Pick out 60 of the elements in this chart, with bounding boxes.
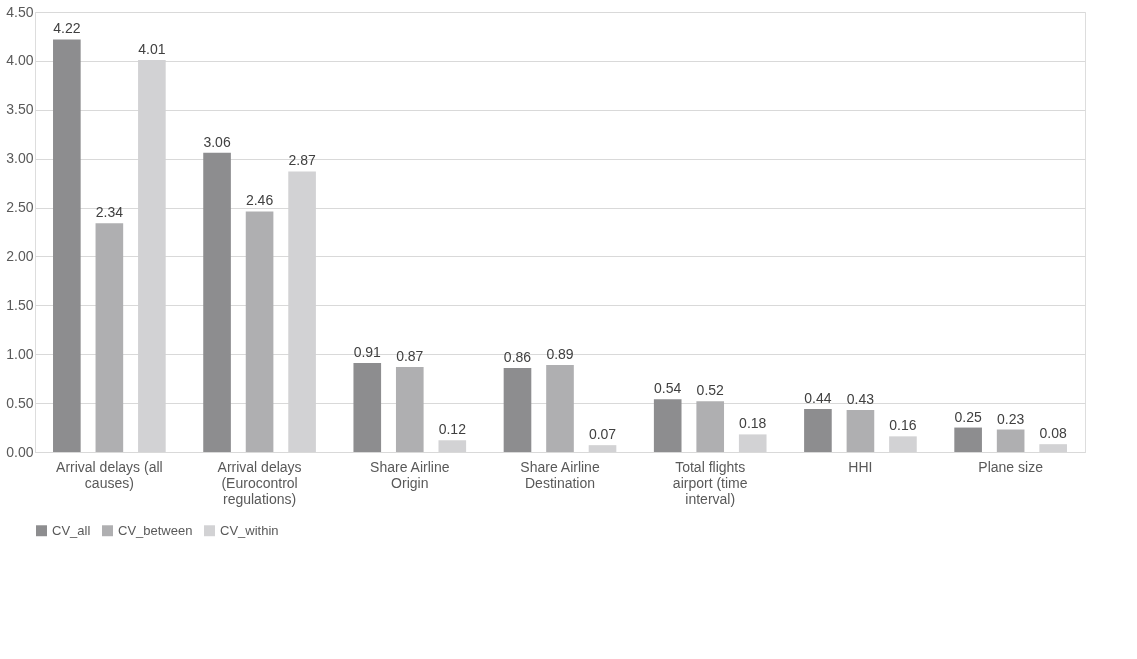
- data-label: 0.87: [396, 347, 424, 364]
- bar: [954, 427, 982, 452]
- bar: [738, 434, 767, 452]
- data-label: 4.22: [53, 20, 81, 37]
- bar: [438, 440, 467, 452]
- legend-label: CV_between: [118, 522, 193, 538]
- y-tick-label: 3.50: [6, 101, 34, 118]
- bar: [53, 39, 81, 452]
- y-tick-label: 4.50: [6, 3, 34, 20]
- data-label: 0.91: [353, 344, 382, 361]
- bar: [95, 223, 124, 452]
- y-tick-label: 4.00: [6, 52, 34, 69]
- data-label: 0.54: [654, 380, 682, 397]
- bar: [996, 429, 1025, 452]
- x-tick-label: HHI: [848, 458, 873, 475]
- data-label: 4.01: [138, 40, 166, 57]
- data-label: 0.44: [804, 389, 832, 406]
- y-tick-label: 2.50: [6, 199, 34, 216]
- bar: [245, 211, 274, 452]
- x-tick-label: Arrival delays (Eurocontrol regulations): [217, 458, 302, 507]
- bar: [503, 367, 532, 452]
- y-tick-label: 1.50: [6, 296, 34, 313]
- data-label: 3.06: [203, 133, 231, 150]
- data-label: 0.18: [739, 415, 767, 432]
- bar: [203, 152, 231, 452]
- data-label: 0.89: [546, 345, 574, 362]
- bar: [395, 366, 424, 452]
- x-tick-label: Plane size: [978, 458, 1044, 475]
- x-tick-label: Share Airline Origin: [370, 458, 450, 491]
- legend-label: CV_all: [52, 522, 91, 538]
- x-tick-label: Arrival delays (all causes): [56, 458, 163, 491]
- bar: [353, 363, 382, 452]
- data-label: 0.12: [438, 421, 467, 438]
- data-label: 2.34: [95, 204, 124, 221]
- bar: [546, 364, 574, 452]
- bar: [1039, 444, 1067, 452]
- bar: [804, 408, 832, 452]
- y-tick-label: 0.50: [6, 394, 34, 411]
- legend-label: CV_within: [220, 522, 279, 538]
- data-label: 0.23: [997, 410, 1025, 427]
- bar: [653, 399, 682, 452]
- data-label: 0.07: [588, 426, 617, 443]
- bar: [588, 445, 617, 452]
- y-tick-label: 3.00: [6, 150, 34, 167]
- y-tick-label: 1.00: [6, 345, 34, 362]
- data-label: 0.52: [696, 382, 725, 399]
- y-tick-label: 0.00: [6, 443, 34, 460]
- bar: [846, 409, 875, 452]
- x-tick-label: Total flights airport (time interval): [672, 458, 748, 507]
- x-tick-label: Share Airline Destination: [520, 458, 600, 491]
- data-label: 0.16: [889, 417, 917, 434]
- data-label: 0.43: [846, 390, 875, 407]
- data-label: 2.46: [245, 192, 274, 209]
- bar: [696, 401, 725, 452]
- data-label: 0.25: [954, 408, 982, 425]
- data-label: 0.86: [503, 348, 532, 365]
- data-label: 0.08: [1039, 425, 1067, 442]
- bar: [889, 436, 917, 452]
- y-tick-label: 2.00: [6, 247, 34, 264]
- data-label: 2.87: [288, 152, 316, 169]
